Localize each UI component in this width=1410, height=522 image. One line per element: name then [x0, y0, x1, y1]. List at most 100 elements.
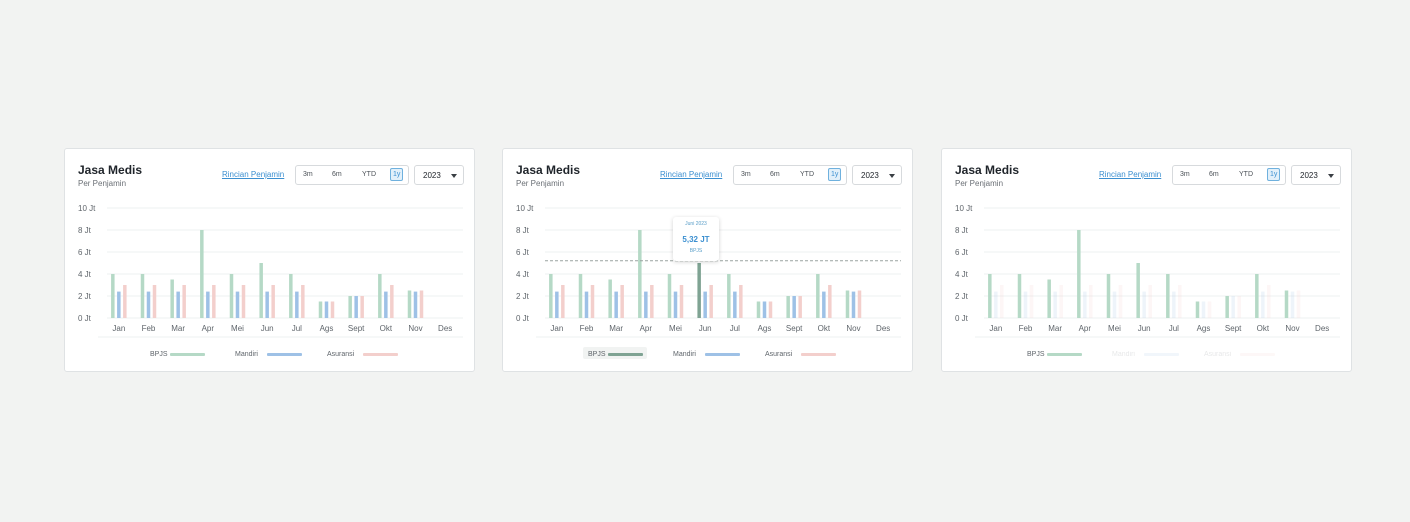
bar-asuransi-nov[interactable] — [857, 290, 862, 319]
bar-mandiri-feb[interactable] — [584, 291, 589, 318]
bar-asuransi-mar[interactable] — [1059, 285, 1063, 318]
range-option-3m[interactable]: 3m — [303, 171, 313, 178]
bar-mandiri-mei[interactable] — [235, 291, 240, 318]
year-select[interactable]: 2023 — [1291, 165, 1341, 185]
bar-asuransi-mei[interactable] — [679, 285, 684, 318]
legend-item-asuransi[interactable]: Asuransi — [765, 351, 836, 358]
bar-bpjs-sept[interactable] — [786, 296, 790, 318]
bar-asuransi-jan[interactable] — [123, 285, 127, 318]
bar-mandiri-sept[interactable] — [354, 296, 358, 318]
bar-bpjs-ags[interactable] — [318, 301, 323, 319]
bar-mandiri-okt[interactable] — [1261, 291, 1265, 318]
bar-mandiri-mei[interactable] — [673, 291, 678, 318]
bar-asuransi-okt[interactable] — [828, 285, 832, 318]
bar-mandiri-ags[interactable] — [1201, 301, 1206, 319]
bar-mandiri-okt[interactable] — [822, 291, 826, 318]
bar-bpjs-okt[interactable] — [1255, 274, 1259, 318]
bar-bpjs-apr[interactable] — [1077, 230, 1081, 318]
bar-asuransi-jan[interactable] — [561, 285, 565, 318]
bar-bpjs-jul[interactable] — [1166, 274, 1170, 318]
bar-mandiri-feb[interactable] — [1023, 291, 1028, 318]
bar-asuransi-okt[interactable] — [390, 285, 394, 318]
year-select[interactable]: 2023 — [852, 165, 902, 185]
bar-bpjs-apr[interactable] — [200, 230, 204, 318]
bar-asuransi-ags[interactable] — [330, 301, 335, 319]
bar-asuransi-apr[interactable] — [212, 285, 216, 318]
bar-bpjs-jan[interactable] — [549, 274, 553, 318]
bar-bpjs-nov[interactable] — [845, 290, 850, 319]
bar-bpjs-jun[interactable] — [1136, 263, 1140, 318]
bar-asuransi-mar[interactable] — [620, 285, 624, 318]
range-option-ytd[interactable]: YTD — [362, 171, 376, 178]
bar-asuransi-sept[interactable] — [360, 296, 364, 318]
bar-bpjs-mar[interactable] — [170, 279, 174, 319]
range-option-ytd[interactable]: YTD — [1239, 171, 1253, 178]
bar-bpjs-mei[interactable] — [1106, 274, 1111, 318]
bar-asuransi-jul[interactable] — [301, 285, 305, 318]
bar-mandiri-jun[interactable] — [265, 291, 269, 318]
bar-bpjs-ags[interactable] — [756, 301, 761, 319]
bar-asuransi-sept[interactable] — [1237, 296, 1241, 318]
bar-mandiri-jan[interactable] — [555, 291, 559, 318]
range-option-6m[interactable]: 6m — [770, 171, 780, 178]
legend-item-mandiri[interactable]: Mandiri — [235, 351, 302, 358]
bar-mandiri-mar[interactable] — [176, 291, 180, 318]
bar-mandiri-jul[interactable] — [1172, 291, 1176, 318]
bar-mandiri-apr[interactable] — [1083, 291, 1087, 318]
bar-mandiri-apr[interactable] — [206, 291, 210, 318]
bar-asuransi-mei[interactable] — [241, 285, 246, 318]
bar-mandiri-nov[interactable] — [851, 291, 856, 318]
bar-bpjs-sept[interactable] — [1225, 296, 1229, 318]
bar-bpjs-mar[interactable] — [1047, 279, 1051, 319]
bar-mandiri-mei[interactable] — [1112, 291, 1117, 318]
bar-mandiri-jun[interactable] — [1142, 291, 1146, 318]
bar-mandiri-okt[interactable] — [384, 291, 388, 318]
bar-mandiri-sept[interactable] — [1231, 296, 1235, 318]
bar-bpjs-jan[interactable] — [111, 274, 115, 318]
bar-mandiri-jan[interactable] — [994, 291, 998, 318]
bar-asuransi-jun[interactable] — [271, 285, 275, 318]
range-option-ytd[interactable]: YTD — [800, 171, 814, 178]
legend-item-mandiri[interactable]: Mandiri — [1112, 351, 1179, 358]
legend-item-bpjs[interactable]: BPJS — [583, 347, 647, 359]
bar-mandiri-mar[interactable] — [1053, 291, 1057, 318]
bar-mandiri-jul[interactable] — [733, 291, 737, 318]
bar-asuransi-feb[interactable] — [590, 285, 595, 318]
bar-asuransi-mar[interactable] — [182, 285, 186, 318]
rincian-penjamin-link[interactable]: Rincian Penjamin — [222, 170, 285, 179]
bar-bpjs-ags[interactable] — [1195, 301, 1200, 319]
bar-mandiri-jan[interactable] — [117, 291, 121, 318]
bar-asuransi-apr[interactable] — [650, 285, 654, 318]
bar-bpjs-okt[interactable] — [378, 274, 382, 318]
rincian-penjamin-link[interactable]: Rincian Penjamin — [1099, 170, 1162, 179]
bar-bpjs-nov[interactable] — [1284, 290, 1289, 319]
bar-asuransi-feb[interactable] — [152, 285, 157, 318]
bar-bpjs-jun[interactable] — [697, 263, 701, 318]
bar-bpjs-okt[interactable] — [816, 274, 820, 318]
bar-asuransi-sept[interactable] — [798, 296, 802, 318]
year-select[interactable]: 2023 — [414, 165, 464, 185]
bar-bpjs-jan[interactable] — [988, 274, 992, 318]
bar-mandiri-ags[interactable] — [762, 301, 767, 319]
bar-asuransi-jul[interactable] — [739, 285, 743, 318]
bar-mandiri-mar[interactable] — [614, 291, 618, 318]
bar-bpjs-sept[interactable] — [348, 296, 352, 318]
bar-bpjs-apr[interactable] — [638, 230, 642, 318]
legend-item-mandiri[interactable]: Mandiri — [673, 351, 740, 358]
bar-mandiri-jul[interactable] — [295, 291, 299, 318]
legend-item-bpjs[interactable]: BPJS — [150, 351, 205, 358]
bar-bpjs-nov[interactable] — [407, 290, 412, 319]
bar-asuransi-jun[interactable] — [709, 285, 713, 318]
bar-asuransi-ags[interactable] — [768, 301, 773, 319]
bar-bpjs-jun[interactable] — [259, 263, 263, 318]
bar-bpjs-mei[interactable] — [667, 274, 672, 318]
bar-asuransi-nov[interactable] — [419, 290, 424, 319]
legend-item-asuransi[interactable]: Asuransi — [1204, 351, 1275, 358]
bar-asuransi-ags[interactable] — [1207, 301, 1212, 319]
bar-asuransi-feb[interactable] — [1029, 285, 1034, 318]
bar-mandiri-sept[interactable] — [792, 296, 796, 318]
bar-asuransi-jan[interactable] — [1000, 285, 1004, 318]
bar-mandiri-apr[interactable] — [644, 291, 648, 318]
bar-asuransi-okt[interactable] — [1267, 285, 1271, 318]
bar-mandiri-jun[interactable] — [703, 291, 707, 318]
